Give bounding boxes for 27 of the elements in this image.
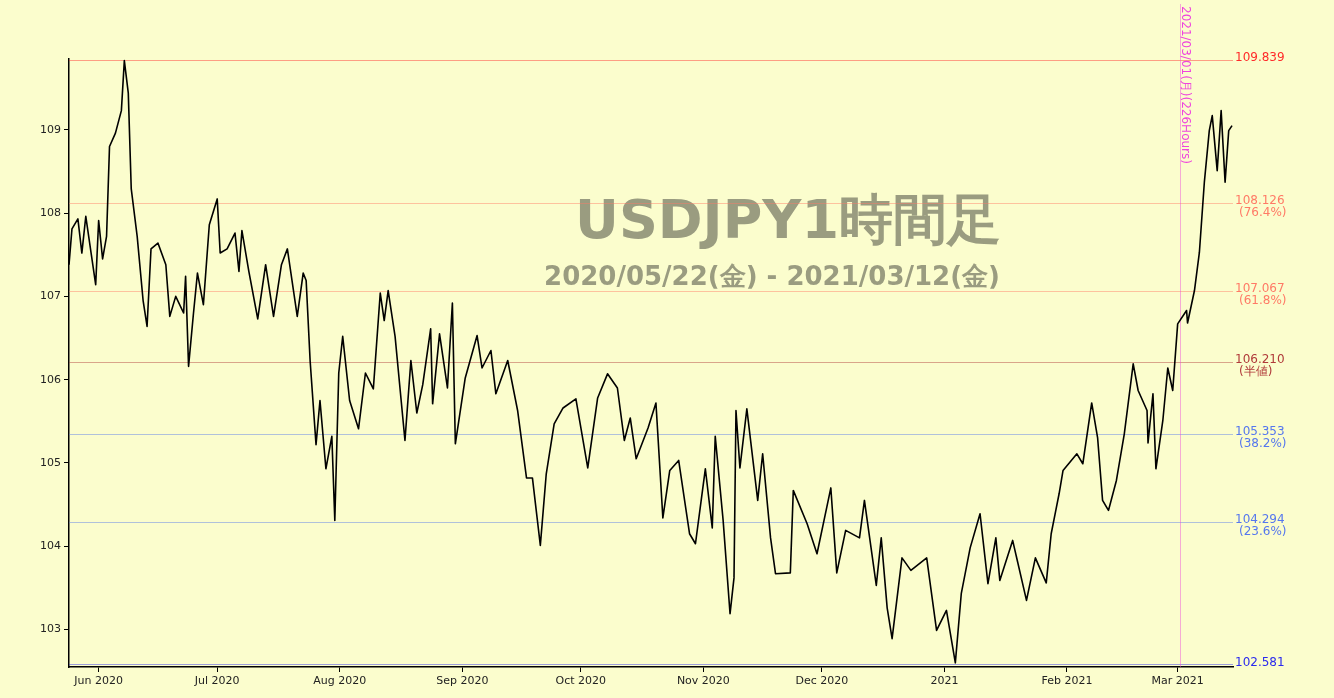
y-tick-label: 108: [40, 205, 61, 219]
x-tick-label: Oct 2020: [555, 674, 607, 688]
x-tick-label: 2021: [930, 674, 959, 688]
ref-line-label: 104.294 (23.6%): [1235, 511, 1287, 538]
y-tick-label: 109: [40, 122, 61, 136]
ref-line-label: 102.581: [1235, 654, 1285, 669]
ref-line-label: 109.839: [1235, 50, 1285, 65]
x-tick-label: Dec 2020: [795, 674, 849, 688]
x-tick-label: Sep 2020: [436, 674, 489, 688]
ref-line-label: 107.067 (61.8%): [1235, 280, 1287, 307]
ref-line-label: 108.126 (76.4%): [1235, 192, 1287, 219]
y-tick-label: 106: [40, 372, 61, 386]
x-tick-label: Nov 2020: [676, 674, 730, 688]
y-tick-label: 103: [40, 622, 61, 636]
y-tick-label: 105: [40, 455, 61, 469]
x-tick-label: Jul 2020: [193, 674, 240, 688]
ref-line-label: 2021/03/01(月)(226Hours): [1178, 6, 1193, 164]
x-tick-label: Mar 2021: [1151, 674, 1204, 688]
x-tick-label: Jun 2020: [73, 674, 123, 688]
y-tick-label: 104: [40, 539, 61, 553]
text: USDJPY1時間足: [575, 188, 1001, 251]
x-tick-label: Feb 2021: [1041, 674, 1093, 688]
ref-line-label: 105.353 (38.2%): [1235, 423, 1287, 450]
text: 2020/05/22(金) - 2021/03/12(金): [544, 261, 1000, 291]
y-tick-label: 107: [40, 289, 61, 303]
ref-line-label: 106.210 (半値): [1235, 352, 1285, 379]
x-tick-label: Aug 2020: [313, 674, 367, 688]
